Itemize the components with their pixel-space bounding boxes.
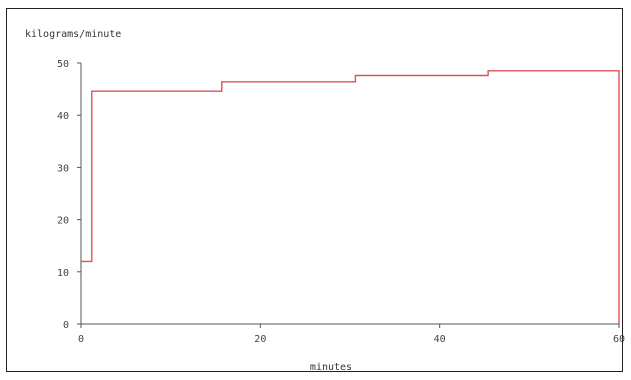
series-line bbox=[81, 70, 620, 324]
y-tick-label: 10 bbox=[57, 268, 69, 279]
y-tick-label: 0 bbox=[63, 320, 69, 331]
axes: 0 10 20 30 40 50 0 20 40 60 bbox=[57, 59, 625, 345]
y-tick-label: 40 bbox=[57, 111, 69, 122]
x-tick-label: 40 bbox=[434, 334, 446, 345]
y-tick-label: 50 bbox=[57, 59, 69, 70]
y-tick-label: 30 bbox=[57, 163, 69, 174]
x-tick-label: 0 bbox=[78, 334, 84, 345]
y-axis-label: kilograms/minute bbox=[25, 29, 121, 40]
y-tick-label: 20 bbox=[57, 216, 69, 227]
x-tick-label: 20 bbox=[254, 334, 266, 345]
plot-area bbox=[81, 70, 620, 324]
x-axis-label: minutes bbox=[310, 362, 352, 373]
x-tick-label: 60 bbox=[613, 334, 625, 345]
chart-frame bbox=[6, 8, 623, 372]
